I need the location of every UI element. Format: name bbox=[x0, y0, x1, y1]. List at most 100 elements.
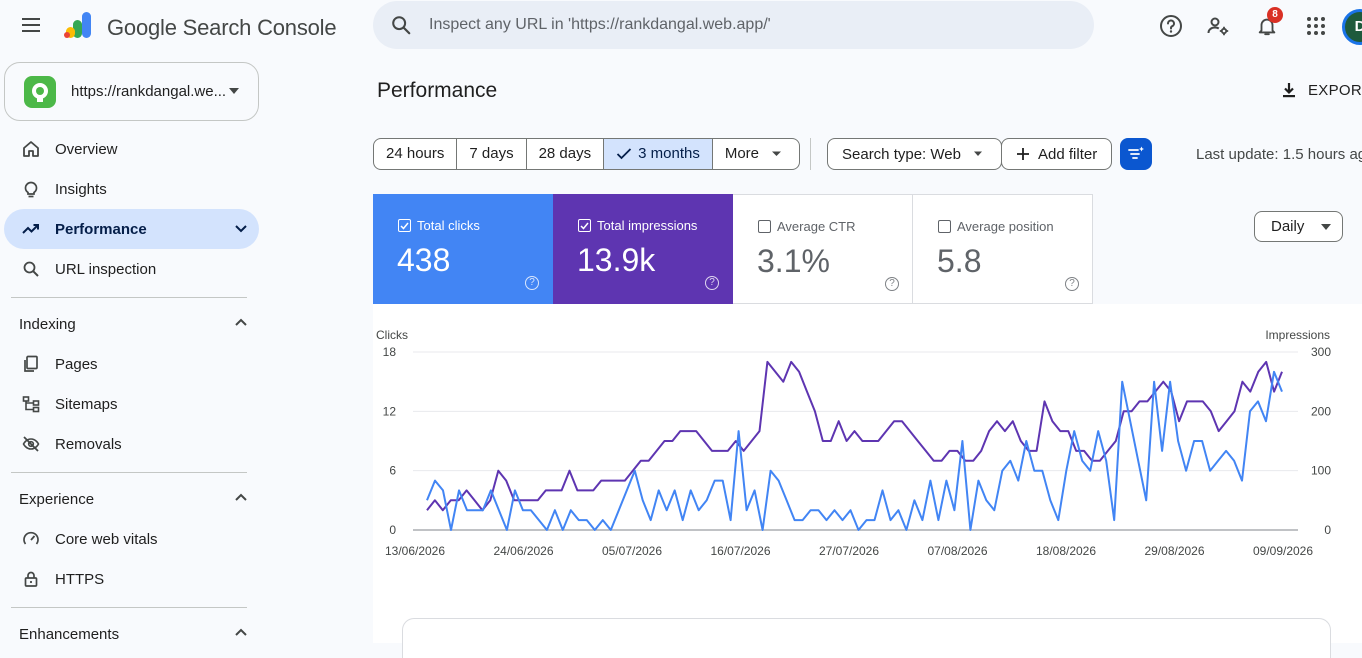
range-3-months-button[interactable]: 3 months bbox=[604, 139, 713, 169]
pages-icon bbox=[21, 354, 41, 374]
metric-value: 3.1% bbox=[757, 243, 830, 279]
dropdown-caret-icon bbox=[772, 151, 782, 156]
range-label: 28 days bbox=[538, 145, 592, 162]
manage-users-icon[interactable] bbox=[1205, 13, 1231, 39]
sidebar-item-performance[interactable]: Performance bbox=[4, 209, 259, 249]
search-type-label: Search type: Web bbox=[842, 145, 961, 163]
metric-card-average-ctr[interactable]: Average CTR 3.1% ? bbox=[733, 194, 913, 304]
metric-value: 438 bbox=[397, 242, 451, 278]
queries-table-card bbox=[402, 618, 1331, 658]
x-tick-label: 27/07/2026 bbox=[819, 544, 879, 558]
sidebar-item-url-inspection[interactable]: URL inspection bbox=[4, 249, 259, 289]
metric-card-total-impressions[interactable]: Total impressions 13.9k ? bbox=[553, 194, 733, 304]
x-tick-label: 07/08/2026 bbox=[927, 544, 987, 558]
metric-card-average-position[interactable]: Average position 5.8 ? bbox=[913, 194, 1093, 304]
performance-chart: Clicks Impressions 18 300 12 200 6 100 0 0 13/06/2… bbox=[373, 304, 1362, 643]
notifications-bell-icon[interactable]: 8 bbox=[1254, 7, 1283, 39]
sidebar-item-https[interactable]: HTTPS bbox=[4, 559, 259, 599]
sidebar-divider bbox=[11, 297, 247, 298]
help-icon[interactable]: ? bbox=[885, 277, 899, 291]
search-icon bbox=[21, 259, 41, 279]
top-bar: Google Search Console 8 D bbox=[0, 0, 1362, 56]
section-experience-header[interactable]: Experience bbox=[4, 481, 259, 517]
right-axis-label: Impressions bbox=[1265, 328, 1330, 342]
x-tick-label: 29/08/2026 bbox=[1144, 544, 1204, 558]
performance-chart-svg: Clicks Impressions 18 300 12 200 6 100 0 0 13/06/2… bbox=[376, 328, 1331, 558]
property-selector[interactable]: https://rankdangal.we... bbox=[4, 62, 259, 121]
range-7-days-button[interactable]: 7 days bbox=[457, 139, 527, 169]
range-24-hours-button[interactable]: 24 hours bbox=[374, 139, 458, 169]
right-tick-label: 200 bbox=[1311, 404, 1331, 418]
filter-options-button[interactable] bbox=[1120, 138, 1152, 170]
series-line-total-impressions bbox=[426, 360, 1283, 512]
left-axis-label: Clicks bbox=[376, 328, 408, 342]
checkbox-checked-icon[interactable] bbox=[578, 219, 591, 232]
help-icon[interactable] bbox=[1158, 13, 1184, 39]
granularity-label: Daily bbox=[1271, 218, 1305, 235]
x-tick-label: 05/07/2026 bbox=[602, 544, 662, 558]
metric-card-total-clicks[interactable]: Total clicks 438 ? bbox=[373, 194, 553, 304]
left-tick-label: 12 bbox=[383, 404, 397, 418]
sidebar-item-core-web-vitals[interactable]: Core web vitals bbox=[4, 519, 259, 559]
export-label: EXPORT bbox=[1308, 81, 1362, 99]
chevron-up-icon bbox=[235, 628, 247, 636]
granularity-select[interactable]: Daily bbox=[1254, 211, 1343, 242]
help-icon[interactable]: ? bbox=[705, 276, 719, 290]
lock-icon bbox=[21, 569, 41, 589]
chevron-down-icon[interactable] bbox=[233, 220, 249, 236]
sidebar-item-label: Removals bbox=[55, 436, 122, 453]
sidebar-item-label: Core web vitals bbox=[55, 531, 158, 548]
section-label: Experience bbox=[19, 491, 95, 508]
right-tick-label: 100 bbox=[1311, 464, 1331, 478]
metric-header: Total clicks bbox=[398, 218, 480, 233]
eye-off-icon bbox=[21, 434, 41, 454]
sidebar-item-label: URL inspection bbox=[55, 261, 157, 278]
sidebar-item-label: Sitemaps bbox=[55, 396, 118, 413]
dropdown-caret-icon bbox=[229, 88, 239, 94]
search-icon bbox=[392, 16, 411, 35]
add-filter-label: Add filter bbox=[1038, 145, 1098, 163]
speedometer-icon bbox=[21, 529, 41, 549]
search-type-filter[interactable]: Search type: Web bbox=[827, 138, 1002, 170]
lightbulb-icon bbox=[21, 179, 41, 199]
range-label: 24 hours bbox=[386, 145, 445, 162]
range-label: 3 months bbox=[638, 145, 700, 162]
left-tick-label: 0 bbox=[389, 523, 396, 537]
sidebar-item-pages[interactable]: Pages bbox=[4, 344, 259, 384]
sidebar-item-removals[interactable]: Removals bbox=[4, 424, 259, 464]
help-icon[interactable]: ? bbox=[525, 276, 539, 290]
range-more-button[interactable]: More bbox=[713, 139, 799, 169]
export-button[interactable]: EXPORT bbox=[1280, 78, 1362, 102]
x-tick-label: 09/09/2026 bbox=[1253, 544, 1313, 558]
property-favicon-icon bbox=[24, 76, 56, 108]
sidebar-item-overview[interactable]: Overview bbox=[4, 129, 259, 169]
checkbox-unchecked-icon[interactable] bbox=[938, 220, 951, 233]
sidebar-item-insights[interactable]: Insights bbox=[4, 169, 259, 209]
toolbar-divider bbox=[810, 138, 811, 170]
metric-header: Average position bbox=[938, 219, 1054, 234]
left-tick-label: 6 bbox=[389, 464, 396, 478]
url-inspect-search[interactable] bbox=[373, 1, 1094, 49]
range-28-days-button[interactable]: 28 days bbox=[527, 139, 605, 169]
sidebar-divider bbox=[11, 472, 247, 473]
metric-label: Total impressions bbox=[597, 218, 698, 233]
account-avatar[interactable]: D bbox=[1342, 9, 1362, 45]
x-tick-label: 13/06/2026 bbox=[385, 544, 445, 558]
property-name: https://rankdangal.we... bbox=[71, 83, 227, 100]
sidebar-item-label: HTTPS bbox=[55, 571, 105, 588]
checkbox-checked-icon[interactable] bbox=[398, 219, 411, 232]
apps-grid-icon[interactable] bbox=[1303, 13, 1329, 39]
main-content: Performance EXPORT 24 hours 7 days 28 da… bbox=[360, 56, 1362, 658]
section-indexing-header[interactable]: Indexing bbox=[4, 306, 259, 342]
url-inspect-input[interactable] bbox=[429, 11, 1069, 39]
download-icon bbox=[1283, 83, 1295, 98]
section-enhancements-header[interactable]: Enhancements bbox=[4, 616, 259, 652]
help-icon[interactable]: ? bbox=[1065, 277, 1079, 291]
checkbox-unchecked-icon[interactable] bbox=[758, 220, 771, 233]
filter-sparkle-icon bbox=[1128, 146, 1144, 159]
main-menu-icon[interactable] bbox=[19, 14, 43, 38]
chevron-up-icon bbox=[235, 493, 247, 501]
x-tick-label: 18/08/2026 bbox=[1036, 544, 1096, 558]
add-filter-button[interactable]: Add filter bbox=[1001, 138, 1113, 170]
sidebar-item-sitemaps[interactable]: Sitemaps bbox=[4, 384, 259, 424]
